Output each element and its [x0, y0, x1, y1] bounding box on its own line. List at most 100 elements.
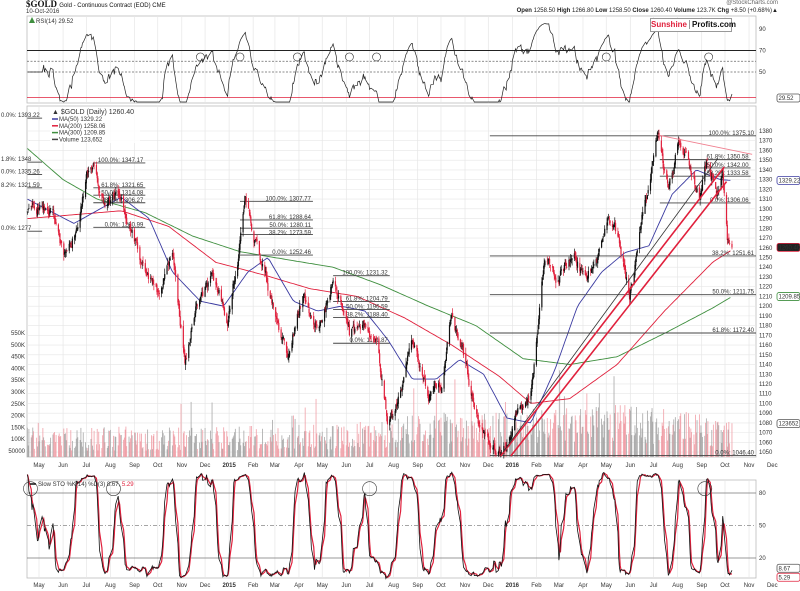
- price-bar-body: [173, 257, 175, 266]
- price-bar-body: [607, 218, 609, 221]
- price-bar-body: [136, 239, 138, 244]
- volume-bar: [352, 447, 354, 457]
- price-bar-body: [324, 307, 326, 311]
- price-bar-body: [280, 329, 282, 338]
- price-bar-body: [323, 308, 326, 322]
- price-axis-label: 1080: [759, 421, 773, 427]
- volume-bar: [629, 410, 631, 457]
- price-bar-body: [141, 261, 143, 264]
- volume-bar: [188, 436, 190, 457]
- price-bar-body: [200, 294, 202, 297]
- x-axis-label: May: [33, 463, 44, 469]
- price-bar-body: [64, 251, 66, 255]
- volume-bar: [58, 435, 59, 457]
- volume-bar: [667, 426, 669, 457]
- price-bar-body: [597, 256, 599, 264]
- quote-key: Low: [595, 8, 610, 14]
- price-bar-body: [593, 264, 595, 266]
- fibonacci-level-label: 0.0%: 1277: [1, 226, 32, 232]
- volume-bar: [619, 405, 621, 457]
- price-bar-body: [70, 246, 73, 247]
- price-bar-body: [152, 278, 154, 285]
- volume-bar: [658, 440, 660, 457]
- volume-bar: [553, 422, 554, 457]
- volume-bar: [403, 423, 405, 457]
- volume-bar: [124, 429, 126, 457]
- price-bar-body: [597, 253, 600, 258]
- volume-bar: [231, 438, 233, 457]
- volume-bar: [82, 446, 83, 457]
- price-bar-body: [510, 436, 512, 439]
- volume-bar: [601, 424, 603, 457]
- volume-bar: [93, 430, 95, 457]
- price-bar-body: [84, 181, 87, 197]
- price-bar-body: [706, 159, 708, 162]
- volume-bar: [383, 440, 385, 457]
- price-bar-body: [282, 337, 285, 339]
- volume-axis-label: 200K: [11, 414, 25, 420]
- price-bar-body: [158, 292, 160, 294]
- price-bar-body: [244, 196, 247, 201]
- x-axis-label: Sep: [696, 583, 707, 589]
- volume-bar: [271, 441, 273, 457]
- x-axis-label: Jun: [625, 583, 635, 589]
- volume-bar: [581, 433, 582, 457]
- volume-bar: [68, 445, 70, 457]
- price-bar-body: [487, 433, 489, 441]
- volume-bar: [212, 443, 214, 457]
- volume-bar: [497, 419, 499, 457]
- price-bar-body: [37, 206, 39, 211]
- sunshine-profits-logo[interactable]: Sunshine Profits.com: [650, 18, 737, 32]
- fibonacci-set: 100.0%: 1231.32 61.8%: 1204.79 50.0%: 1196…: [333, 271, 390, 344]
- volume-bar: [300, 442, 301, 457]
- volume-bar: [248, 435, 249, 457]
- volume-bar: [173, 434, 175, 457]
- x-axis-label: Oct: [436, 583, 446, 589]
- price-bar-body: [251, 223, 253, 231]
- price-bar-body: [309, 312, 311, 315]
- volume-bar: [560, 430, 562, 457]
- price-bar-body: [86, 171, 88, 176]
- price-bar-body: [90, 167, 92, 170]
- volume-bar: [602, 437, 604, 457]
- price-bar-body: [202, 291, 204, 296]
- volume-bar: [248, 448, 250, 457]
- price-bar-body: [441, 387, 443, 394]
- price-bar-body: [232, 283, 234, 296]
- volume-bar: [80, 427, 82, 457]
- sto-annotation-circle: [106, 481, 121, 496]
- price-bar-body: [48, 212, 50, 215]
- volume-bar: [200, 448, 201, 457]
- price-bar-body: [596, 258, 598, 263]
- volume-bar: [255, 436, 256, 457]
- price-bar-body: [406, 362, 408, 366]
- volume-bar: [541, 410, 543, 457]
- price-bar-body: [630, 288, 632, 291]
- price-bar-body: [500, 452, 503, 454]
- legend-ma50: MA(50) 1329.22: [59, 117, 103, 123]
- fibonacci-level-label: 38.2%: 1306.27: [101, 198, 144, 204]
- volume-bar: [303, 431, 305, 457]
- volume-bar: [592, 415, 594, 457]
- price-bar-body: [391, 410, 393, 416]
- x-axis-label: Oct: [153, 463, 163, 469]
- volume-bar: [82, 432, 84, 457]
- price-bar-body: [174, 264, 176, 270]
- price-bar-body: [601, 238, 603, 243]
- price-bar-body: [330, 286, 333, 289]
- x-axis-label: May: [317, 463, 328, 469]
- volume-bar: [407, 434, 409, 457]
- volume-bar: [332, 426, 334, 457]
- price-bar-body: [673, 169, 675, 171]
- price-bar-body: [248, 210, 250, 212]
- volume-bar: [390, 431, 392, 457]
- price-bar-body: [543, 263, 545, 269]
- volume-bar: [413, 388, 415, 457]
- volume-bar: [706, 434, 708, 457]
- volume-bar: [177, 447, 179, 457]
- price-bar-body: [103, 202, 105, 204]
- volume-bar: [547, 437, 549, 457]
- volume-bar: [293, 448, 295, 457]
- volume-bar: [712, 424, 714, 457]
- volume-bar: [531, 434, 533, 457]
